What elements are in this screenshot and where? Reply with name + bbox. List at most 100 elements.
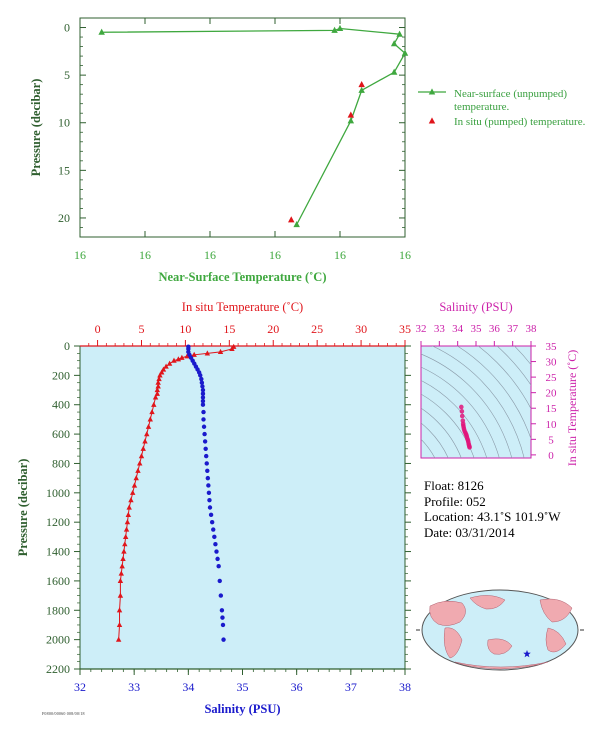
chart3-xtick-label: 35 [471,323,483,335]
chart2-salinity-point [208,512,214,518]
chart2-temperature-point [155,379,161,385]
chart3-point [459,404,464,410]
chart2-salinity-point [202,431,207,437]
chart2-salinity-point [200,387,206,393]
chart2-ytick-label: 600 [52,427,70,441]
chart2-temperature-point [122,533,129,539]
chart2-temperature-point [126,504,132,510]
world-map-landmass [454,661,549,670]
chart2-salinity-point [215,556,220,562]
legend-marker-in-situ [428,117,436,124]
chart2-bottom-tick-label: 34 [182,680,194,694]
chart2-salinity-point [220,622,226,628]
chart2-temperature-point [135,467,141,473]
chart1-xtick-label: 16 [204,248,216,262]
legend-label-near-surface: Near-surface (unpumped) temperature. [454,88,568,113]
chart2-salinity-point [219,608,225,613]
chart2-temperature-point [144,431,150,437]
chart2-salinity-point [206,483,211,488]
chart2-temperature-point [179,354,185,360]
chart2-salinity-point [207,497,212,503]
chart2-ylabel: Pressure (decibar) [16,459,30,557]
chart3-ytick-label: 5 [548,434,554,446]
chart2-ytick-label: 400 [52,398,70,412]
chart2-bottom-tick-label: 37 [345,680,357,694]
chart1-xtick-label: 16 [399,248,411,262]
chart3-xtick-label: 33 [434,323,446,335]
chart2-salinity-point [212,534,217,540]
chart2-top-tick-label: 5 [138,322,144,336]
chart2-bottom-tick-label: 35 [237,680,249,694]
float-value: 8126 [457,478,484,493]
chart2-temperature-point [151,401,157,407]
chart2-temperature-point [131,482,138,488]
chart2-temperature-point [155,383,161,389]
chart1-xlabel: Near-Surface Temperature (˚C) [158,270,326,284]
chart2-temperature-point [116,621,123,628]
chart2-temperature-point [204,350,211,356]
chart1-series-near-surface-line [101,27,406,225]
chart2-salinity-point [216,564,221,569]
world-map-land [429,595,573,670]
chart2-salinity-point [204,453,209,459]
chart1-ytick-label: 10 [58,116,70,130]
chart2-top-axis-label: In situ Temperature (˚C) [182,300,303,314]
chart2-salinity-point [201,409,206,415]
date-value: 03/31/2014 [455,524,515,540]
chart2-salinity-point [203,446,208,451]
chart2-salinity-point [200,384,205,389]
legend-marker-near-surface [428,88,436,95]
chart3-xtick-label: 37 [507,323,519,335]
chart2-salinity-point [217,578,222,584]
chart2-temperature-point [175,356,182,362]
chart3-xtick-label: 32 [416,323,427,335]
chart1-point-near-surface [293,221,300,228]
chart2-salinity-point [205,468,210,473]
chart2-bottom-tick-label: 36 [291,680,303,694]
chart2-salinity-point [221,637,226,642]
chart2-salinity-point [218,593,224,598]
chart1-point-in-situ [358,81,365,88]
chart2-salinity-point [202,439,208,444]
chart2-temperature-point [217,348,224,354]
chart1-point-near-surface [336,24,344,31]
world-map-landmass [469,595,506,610]
chart1-ytick-label: 0 [64,21,70,35]
float-info: Float: 8126 Profile: 052 Location: 43.1˚… [424,478,561,540]
chart2-temperature-point [154,390,160,396]
chart2-salinity-point [204,461,209,466]
chart2-temperature-point [137,460,143,466]
chart2-bottom-tick-label: 38 [399,680,411,694]
chart2-temperature-point [149,409,155,415]
chart2-ytick-label: 2200 [46,662,70,676]
chart1-point-near-surface [401,49,409,56]
world-map-landmass [443,627,463,659]
chart1-xtick-label: 16 [269,248,281,262]
chart2-ytick-label: 0 [64,339,70,353]
chart2-temperature-point [152,394,159,400]
chart2-temperature-point [121,548,127,554]
location-value: 43.1˚S 101.9˚W [477,509,561,524]
float-label: Float: [424,478,455,493]
chart2-temperature-point [184,353,190,359]
chart2-salinity-point [213,542,218,547]
chart3-ytick-label: 0 [548,450,554,462]
chart2-temperature-point [156,376,162,382]
chart2-ytick-label: 1200 [46,515,70,529]
chart2-salinity-point [205,475,211,481]
chart1-point-near-surface [396,30,403,37]
chart2-top-tick-label: 20 [267,322,279,336]
legend-label-in-situ: In situ (pumped) temperature. [454,116,586,128]
chart1-point-in-situ [347,111,355,118]
chart2-salinity-point [200,391,206,396]
chart2-temperature-point [128,497,134,503]
chart2-salinity-point [199,376,204,382]
chart3-xlabel: Salinity (PSU) [439,300,512,314]
chart2-temperature-point [166,360,173,366]
chart1-frame [79,17,406,238]
chart3-point [459,413,465,419]
chart2-temperature-point [116,607,123,613]
